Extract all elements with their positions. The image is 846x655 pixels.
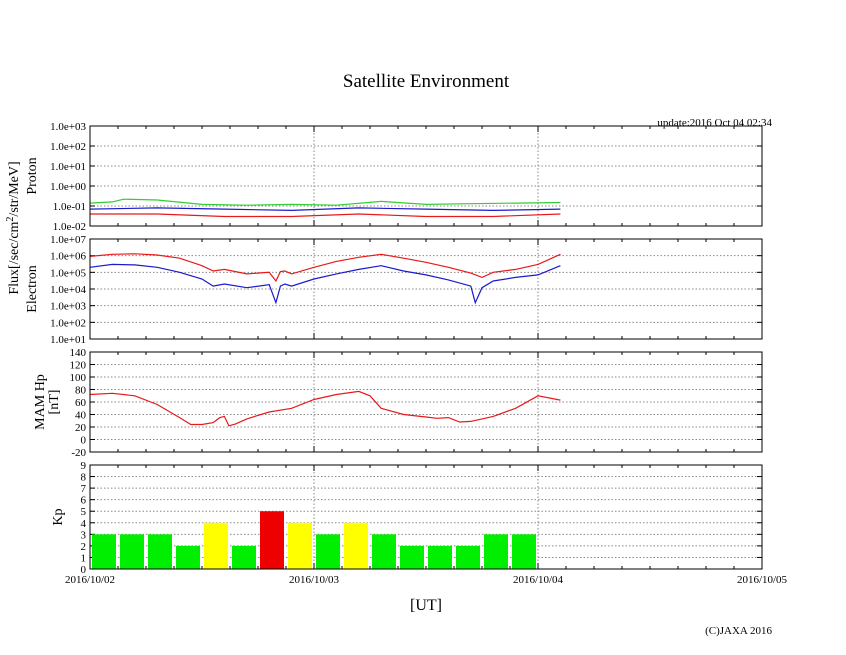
y-axis-unit: [nT] [47, 390, 62, 415]
y-tick-label: 1.0e+07 [50, 234, 86, 246]
kp-bar [512, 534, 536, 569]
kp-bar [148, 534, 172, 569]
y-tick-label: 0 [81, 435, 87, 447]
copyright: (C)JAXA 2016 [705, 625, 772, 637]
y-tick-label: 1.0e-02 [53, 221, 86, 233]
series-line-red [90, 213, 561, 218]
kp-bar [120, 534, 144, 569]
y-tick-label: 120 [70, 360, 87, 372]
kp-bar [316, 534, 340, 569]
y-tick-label: 1.0e+03 [50, 301, 86, 313]
y-tick-label: 1.0e+00 [50, 181, 86, 193]
panel-proton: 1.0e-02 1.0e-01 1.0e+00 1.0e+01 1.0e+02 1.0e+… [25, 121, 763, 233]
kp-bar [400, 545, 424, 569]
y-tick-label: 5 [81, 506, 87, 518]
panels: 1.0e-021.0e-011.0e+001.0e+011.0e+021.0e+… [25, 121, 788, 586]
kp-bar [344, 522, 368, 569]
panel-frame [89, 351, 763, 453]
y-tick-label: 1.0e+03 [50, 121, 86, 133]
flux-label-sup: 2 [5, 217, 16, 222]
y-tick-label: 1 [81, 552, 87, 564]
kp-bar [288, 522, 312, 569]
y-tick-label: 7 [81, 483, 87, 495]
y-tick-label: 3 [81, 529, 87, 541]
y-tick-label: 1.0e+01 [50, 334, 86, 346]
flux-axis-label: Flux[/sec/cm2/str/MeV] [5, 161, 22, 294]
x-tick-label: 2016/10/02 [65, 574, 115, 586]
y-tick-label: 1.0e+05 [50, 267, 86, 279]
y-tick-label: 1.0e-01 [53, 201, 86, 213]
kp-bar [428, 545, 452, 569]
chart-title: Satellite Environment [343, 71, 510, 92]
series-line-red [89, 253, 561, 283]
y-tick-label: 60 [75, 397, 87, 409]
y-tick-label: 4 [81, 518, 87, 530]
y-tick-label: -20 [71, 447, 86, 459]
x-tick-label: 2016/10/04 [513, 574, 564, 586]
series-line-red [89, 390, 561, 427]
flux-label-head: Flux[/sec/cm [7, 221, 22, 294]
flux-label-tail: /str/MeV] [7, 161, 22, 216]
y-tick-label: 6 [81, 495, 87, 507]
y-axis-label: Kp [51, 508, 66, 525]
panel-electron: 1.0e+01 1.0e+02 1.0e+03 1.0e+04 1.0e+05 1.0e+… [25, 234, 763, 346]
y-tick-label: 80 [75, 385, 87, 397]
series-line-blue [89, 263, 561, 305]
y-tick-label: 140 [70, 347, 87, 359]
y-tick-label: 9 [81, 460, 87, 472]
x-axis-title: [UT] [410, 597, 442, 614]
panel-frame [89, 238, 763, 340]
kp-bar [232, 545, 256, 569]
y-tick-label: 100 [70, 372, 87, 384]
kp-bar [260, 511, 284, 569]
series-line-green [89, 198, 561, 206]
y-tick-label: 1.0e+01 [50, 161, 86, 173]
y-tick-label: 1.0e+02 [50, 141, 86, 153]
y-tick-label: 8 [81, 472, 87, 484]
x-tick-label: 2016/10/05 [737, 574, 788, 586]
update-timestamp: update:2016 Oct 04 02:34 [657, 117, 772, 129]
y-tick-label: 1.0e+02 [50, 317, 86, 329]
y-axis-label: MAM Hp [33, 374, 48, 430]
panel-frame [89, 125, 763, 227]
kp-bar [176, 545, 200, 569]
y-tick-label: 1.0e+06 [50, 251, 86, 263]
y-axis-label: Proton [25, 157, 40, 194]
kp-bar [484, 534, 508, 569]
y-tick-label: 0 [81, 564, 87, 576]
kp-bar [92, 534, 116, 569]
y-tick-label: 40 [75, 410, 87, 422]
kp-bar [204, 522, 228, 569]
series-line-blue [89, 207, 561, 212]
kp-bar [372, 534, 396, 569]
kp-bar [456, 545, 480, 569]
y-axis-label: Electron [25, 265, 40, 312]
y-tick-label: 2 [81, 541, 87, 553]
y-tick-label: 1.0e+04 [50, 284, 86, 296]
x-tick-label: 2016/10/03 [289, 574, 340, 586]
y-tick-label: 20 [75, 422, 87, 434]
panel-frame [89, 464, 763, 570]
